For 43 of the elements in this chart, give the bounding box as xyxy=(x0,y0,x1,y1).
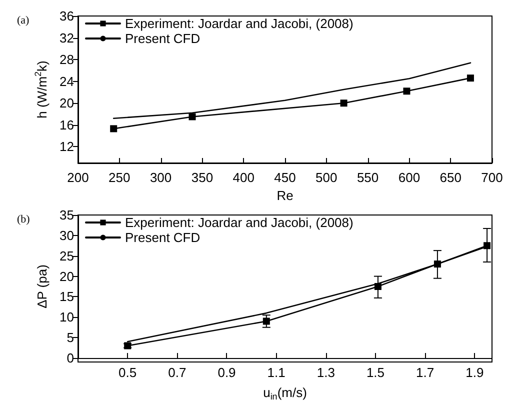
legend-label: Experiment: Joardar and Jacobi, (2008) xyxy=(125,215,354,230)
x-tick-label: 500 xyxy=(316,170,338,185)
y-tick-label: 30 xyxy=(60,228,74,243)
x-tick-label: 1.3 xyxy=(316,365,335,380)
y-tick-label: 10 xyxy=(60,310,74,325)
x-tick-label: 700 xyxy=(481,170,503,185)
y-tick-label: 0 xyxy=(66,350,74,366)
x-tick-label: 0.7 xyxy=(168,365,186,380)
y-tick-label: 32 xyxy=(60,30,74,46)
x-tick-label: 1.9 xyxy=(466,365,484,380)
y-tick-label: 15 xyxy=(60,289,74,304)
y-tick-label: 20 xyxy=(60,96,74,111)
legend-label: Present CFD xyxy=(125,230,200,245)
x-tick-label: 450 xyxy=(274,170,296,185)
legend-label: Present CFD xyxy=(125,31,200,46)
y-tick-label: 25 xyxy=(60,248,74,264)
x-tick-label: 300 xyxy=(150,170,172,185)
x-tick-label: 0.5 xyxy=(118,365,137,380)
x-tick-label: 400 xyxy=(232,170,254,185)
y-tick-label: 35 xyxy=(60,208,74,222)
y-tick-label: 24 xyxy=(60,74,74,89)
y-axis-title: h (W/m2k) xyxy=(33,60,50,118)
x-tick-label: 600 xyxy=(398,170,420,185)
y-tick-label: 36 xyxy=(60,8,74,24)
chart-title: (a) xyxy=(17,14,30,26)
x-tick-label: 250 xyxy=(108,170,130,185)
y-tick-label: 12 xyxy=(60,139,74,154)
x-axis-title: Re xyxy=(276,188,294,203)
x-tick-label: 350 xyxy=(191,170,214,185)
y-tick-label: 5 xyxy=(66,330,74,346)
y-tick-label: 20 xyxy=(60,268,74,284)
x-tick-label: 200 xyxy=(67,170,89,185)
y-tick-label: 16 xyxy=(60,117,74,132)
x-tick-label: 1.5 xyxy=(366,365,385,380)
y-tick-label: 28 xyxy=(60,52,74,68)
x-tick-label: 0.9 xyxy=(218,365,236,380)
x-tick-label: 550 xyxy=(356,170,379,185)
chart-title: (b) xyxy=(17,214,30,226)
x-tick-label: 1.7 xyxy=(416,365,434,380)
x-tick-label: 1.1 xyxy=(267,365,286,380)
y-axis-title: ΔP (pa) xyxy=(34,264,50,308)
x-tick-label: 650 xyxy=(440,170,462,185)
legend-label: Experiment: Joardar and Jacobi, (2008) xyxy=(125,16,354,31)
